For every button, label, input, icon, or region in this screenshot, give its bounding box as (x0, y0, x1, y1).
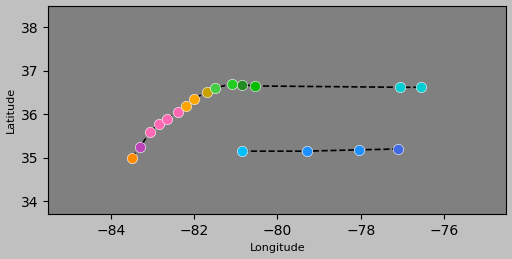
Point (238, 149, 246, 153)
Point (250, 84, 259, 88)
Point (136, 145, 144, 149)
Point (163, 117, 171, 121)
Point (211, 86, 219, 90)
Point (203, 90, 211, 94)
Point (127, 156, 136, 160)
Point (394, 147, 402, 151)
Point (238, 83, 246, 87)
Y-axis label: Latitude: Latitude (6, 87, 15, 133)
Point (227, 82, 236, 86)
Point (354, 148, 362, 152)
Point (182, 103, 190, 107)
X-axis label: Longitude: Longitude (250, 243, 305, 254)
Point (396, 85, 404, 89)
Point (303, 149, 311, 153)
Point (417, 85, 425, 89)
Point (146, 130, 155, 134)
Point (190, 97, 198, 101)
Point (155, 122, 163, 126)
Point (174, 110, 182, 114)
